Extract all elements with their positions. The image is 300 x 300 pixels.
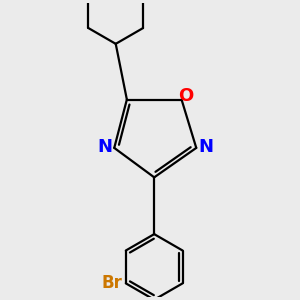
- Text: N: N: [98, 138, 112, 156]
- Text: N: N: [198, 138, 213, 156]
- Text: O: O: [178, 87, 194, 105]
- Text: Br: Br: [102, 274, 123, 292]
